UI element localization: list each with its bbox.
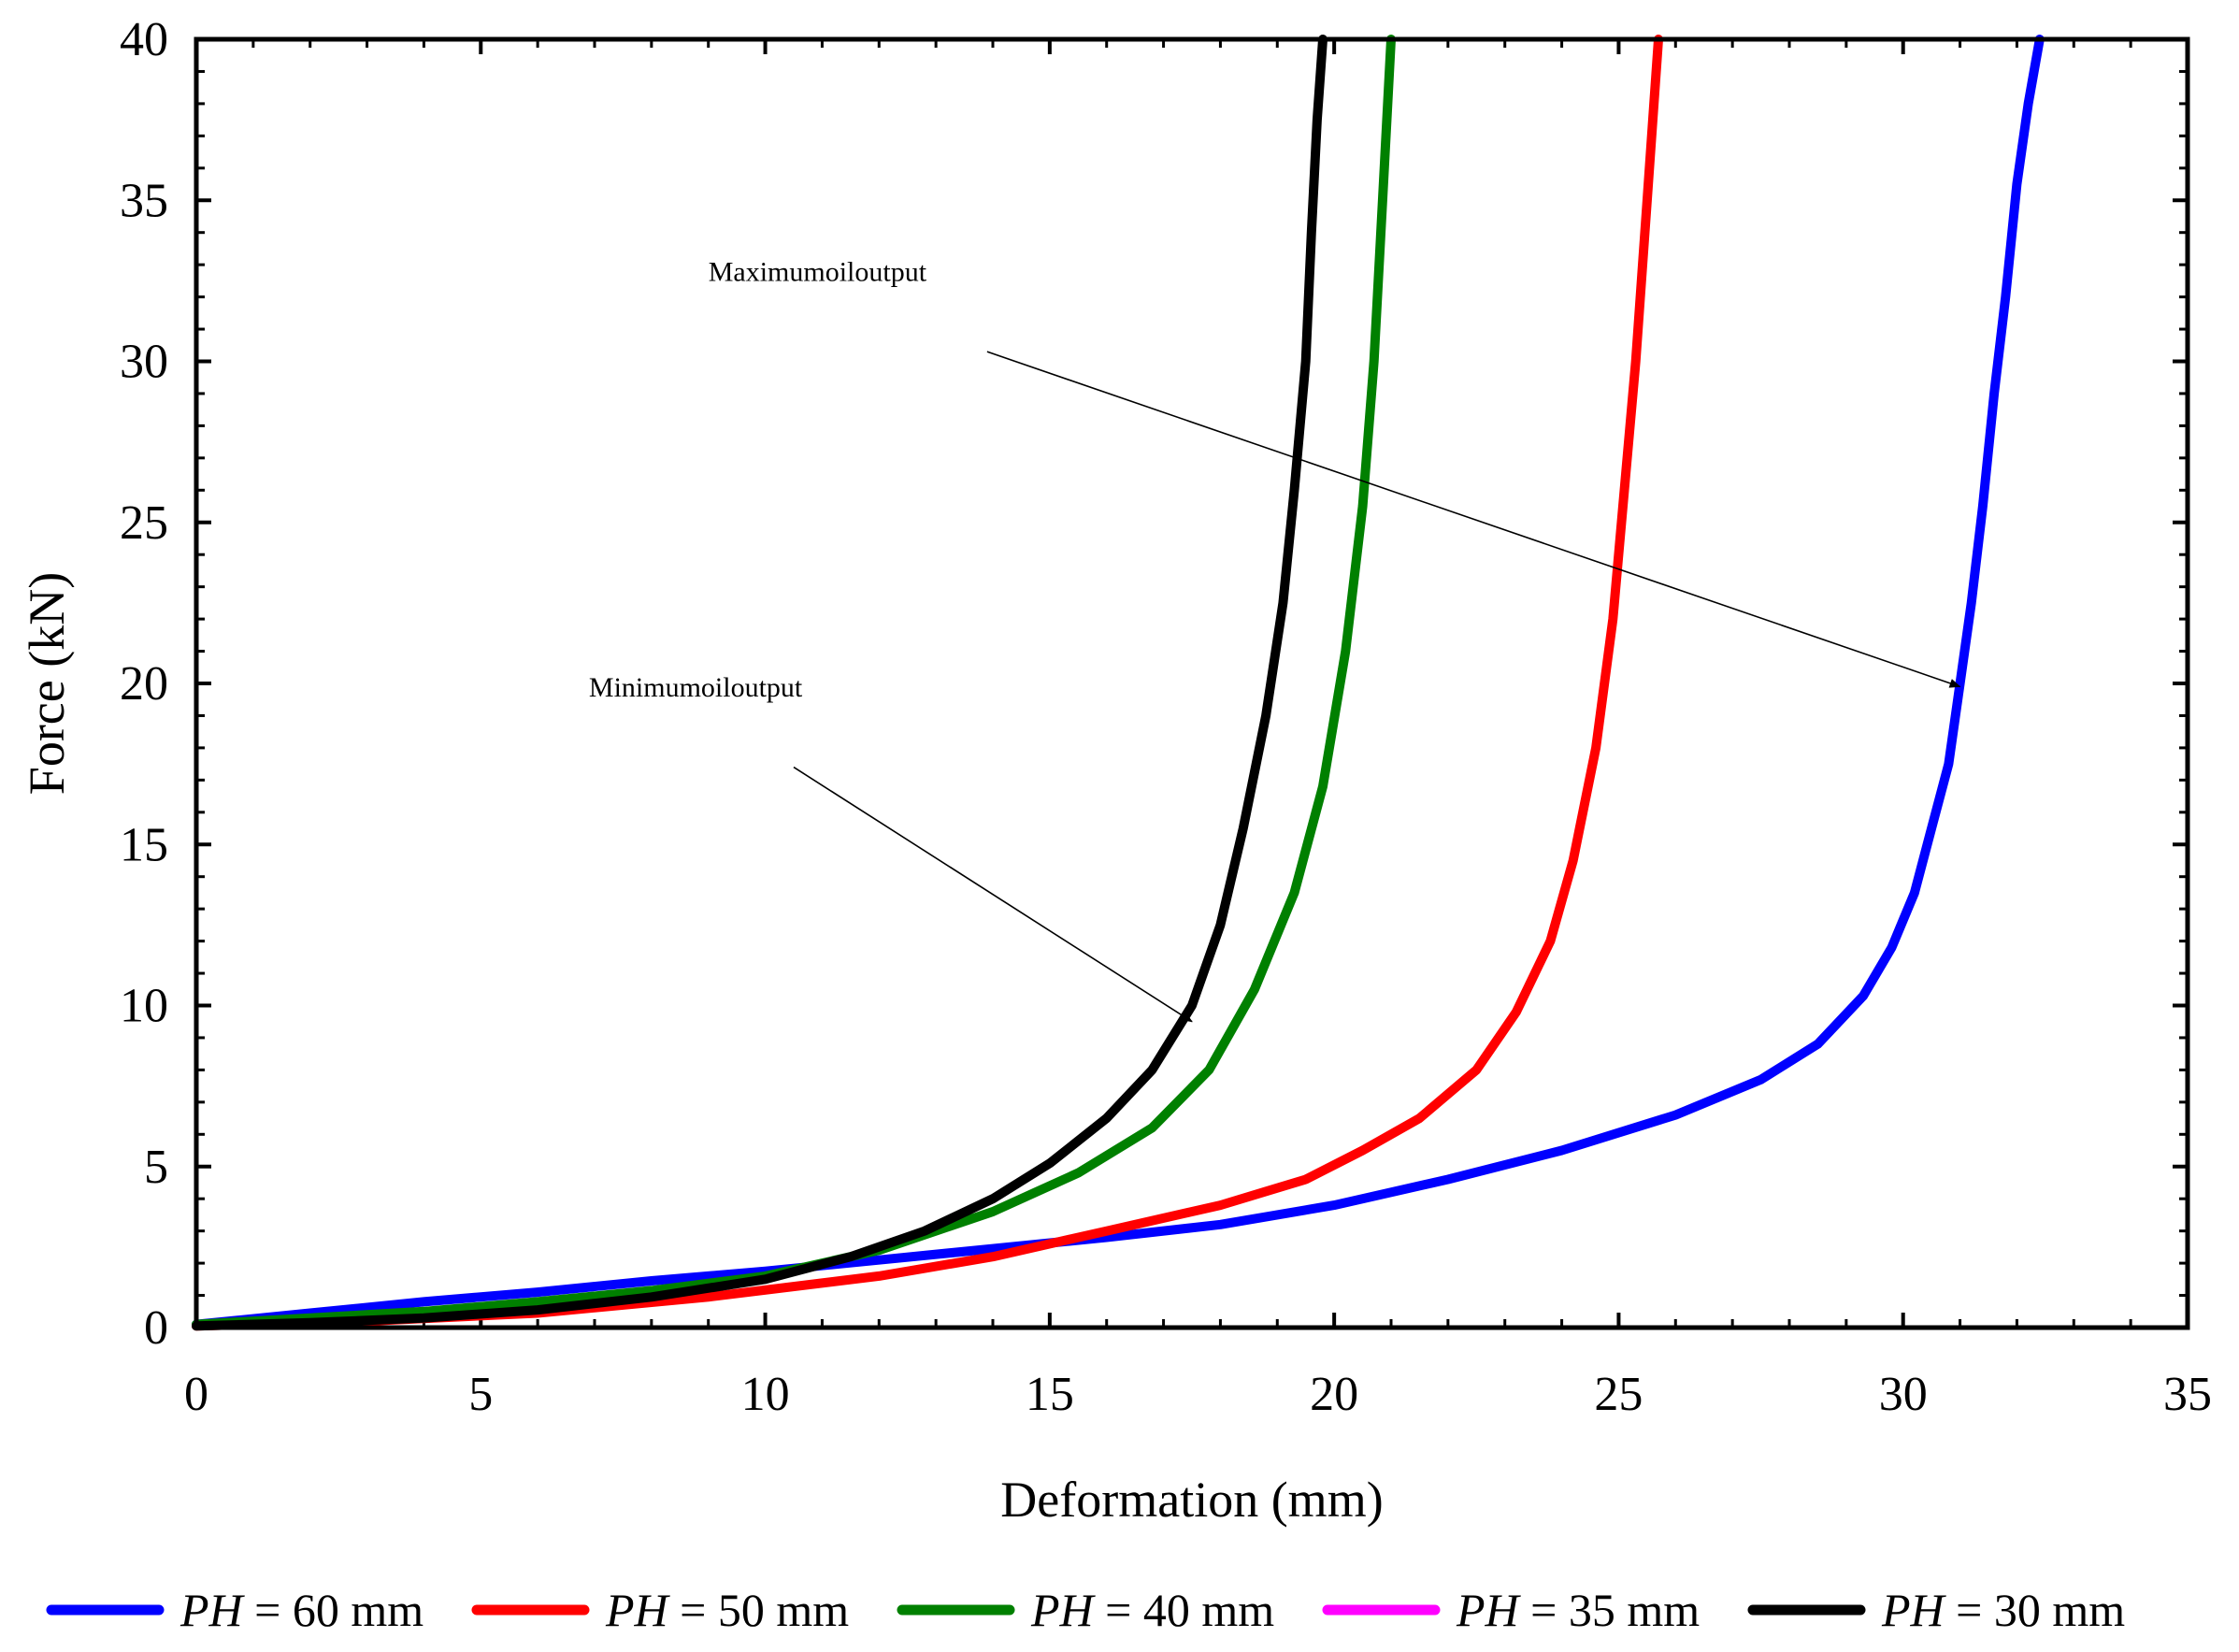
legend-label-rest: = 35 mm [1519,1584,1701,1636]
plot-frame [194,36,2190,1330]
y-tick-label: 40 [120,13,168,66]
x-tick-label: 10 [741,1368,790,1421]
y-tick-label: 35 [120,174,168,227]
y-tick-label: 10 [120,980,168,1033]
annotation-label-0: Maximumoiloutput [709,256,927,287]
annotation-arrow-0 [986,351,1961,688]
y-tick-label: 20 [120,657,168,711]
x-tick-label: 0 [184,1368,208,1421]
x-tick-label: 35 [2163,1368,2212,1421]
y-tick-label: 25 [120,496,168,550]
legend-label-italic: PH [1881,1584,1947,1636]
legend-label-italic: PH [605,1584,671,1636]
axis-ticks [194,37,2189,1329]
x-tick-label: 15 [1026,1368,1074,1421]
legend-label-2: PH = 40 mm [1030,1584,1274,1636]
annotation-arrow-1 [793,766,1193,1023]
x-tick-label: 25 [1594,1368,1643,1421]
x-tick-label: 30 [1879,1368,1928,1421]
legend: PH = 60 mm PH = 50 mm PH = 40 mm PH = 35 mm… [46,1584,2125,1636]
legend-label-3: PH = 35 mm [1456,1584,1700,1636]
y-axis-title: Force (kN) [19,572,75,795]
x-tick-label: 20 [1310,1368,1358,1421]
legend-label-italic: PH [179,1584,246,1636]
legend-label-1: PH = 50 mm [605,1584,849,1636]
series-line-4 [192,35,1328,1331]
series-line-1 [192,35,1663,1331]
x-axis-title: Deformation (mm) [1000,1472,1383,1528]
y-tick-label: 5 [144,1141,168,1194]
tick-labels: 0 5 10 15 20 25 30 35 0 5 10 15 20 25 30 35 40 [120,13,2212,1421]
legend-label-rest: = 40 mm [1094,1584,1275,1636]
series-line-0 [192,35,2045,1329]
series-line-2 [192,35,1396,1329]
y-tick-label: 30 [120,336,168,389]
legend-label-rest: = 50 mm [668,1584,850,1636]
y-tick-label: 0 [144,1301,168,1355]
x-tick-label: 5 [468,1368,493,1421]
legend-label-0: PH = 60 mm [179,1584,423,1636]
annotation-label-1: Minimumoiloutput [589,672,803,703]
legend-label-rest: = 30 mm [1945,1584,2126,1636]
legend-label-rest: = 60 mm [243,1584,424,1636]
series-lines [192,35,2045,1331]
legend-label-4: PH = 30 mm [1881,1584,2125,1636]
y-tick-label: 15 [120,818,168,871]
legend-label-italic: PH [1456,1584,1522,1636]
legend-label-italic: PH [1030,1584,1097,1636]
annotations: Maximumoiloutput Minimumoiloutput [589,256,1961,1023]
